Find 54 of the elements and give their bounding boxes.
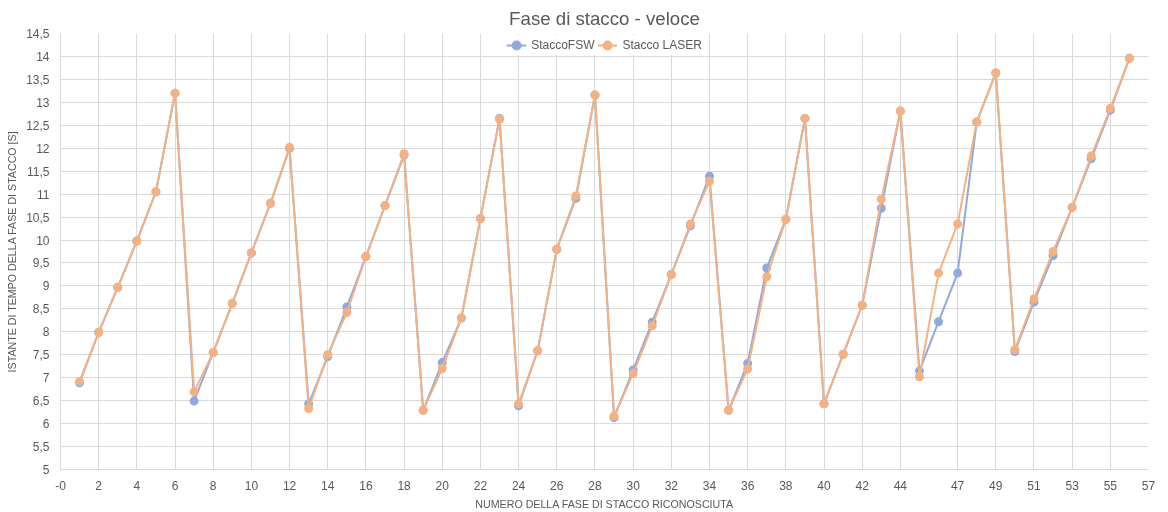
x-tick-label: 47 [950,478,965,493]
x-tick-label: 51 [1027,478,1041,493]
x-tick-label: 32 [664,478,679,493]
y-tick-label: 8 [42,325,50,340]
x-axis-title: NUMERO DELLA FASE DI STACCO RICONOSCIUTA [475,497,734,510]
x-tick-label: 34 [702,478,717,493]
y-tick-label: 5 [42,463,50,477]
x-tick-label: 6 [171,478,179,493]
x-tick-label: -0 [55,478,67,493]
x-tick-label: 42 [855,478,870,493]
x-tick-label: 57 [1141,478,1156,493]
x-tick-label: 4 [133,478,141,493]
x-tick-label: 18 [397,478,412,493]
y-tick-label: 14,5 [26,27,50,41]
y-tick-label: 7 [42,371,50,386]
y-tick-label: 6,5 [32,394,50,409]
x-tick-label: 10 [244,478,259,493]
x-tick-label: 40 [817,478,832,493]
y-axis-title: ISTANTE DI TEMPO DELLA FASE DI STACCO [S] [6,131,19,373]
x-tick-label: 30 [626,478,641,493]
legend-label: StaccoFSW [531,38,595,52]
y-tick-label: 7,5 [32,348,50,363]
y-tick-label: 9 [42,279,50,294]
x-tick-label: 12 [282,478,297,493]
legend-label: Stacco LASER [622,38,702,52]
x-tick-label: 2 [95,478,103,493]
y-tick-label: 10 [36,233,50,248]
x-tick-label: 38 [779,478,793,493]
x-tick-label: 36 [740,478,755,493]
y-tick-label: 6 [42,417,50,432]
x-tick-label: 14 [321,478,335,493]
y-tick-label: 8,5 [32,302,50,317]
y-tick-label: 11 [37,187,50,202]
x-tick-label: 22 [473,478,488,493]
y-tick-label: 14 [36,49,50,64]
y-tick-label: 13 [36,95,50,110]
x-tick-label: 16 [359,478,373,493]
y-tick-label: 12 [36,141,50,156]
x-tick-label: 8 [209,478,217,493]
x-tick-label: 53 [1065,478,1080,493]
y-tick-label: 12,5 [26,118,50,133]
x-tick-label: 44 [893,478,908,493]
x-tick-label: 55 [1103,478,1118,493]
y-tick-label: 5,5 [32,440,50,455]
y-tick-label: 10,5 [26,210,50,225]
x-tick-label: 28 [588,478,602,493]
x-tick-label: 26 [550,478,564,493]
y-tick-label: 9,5 [32,256,50,271]
x-tick-label: 20 [435,478,450,493]
x-tick-label: 49 [989,478,1003,493]
y-tick-label: 11,5 [27,164,50,179]
y-tick-label: 13,5 [26,72,50,87]
x-tick-label: 24 [511,478,526,493]
chart-title: Fase di stacco - veloce [509,7,700,29]
